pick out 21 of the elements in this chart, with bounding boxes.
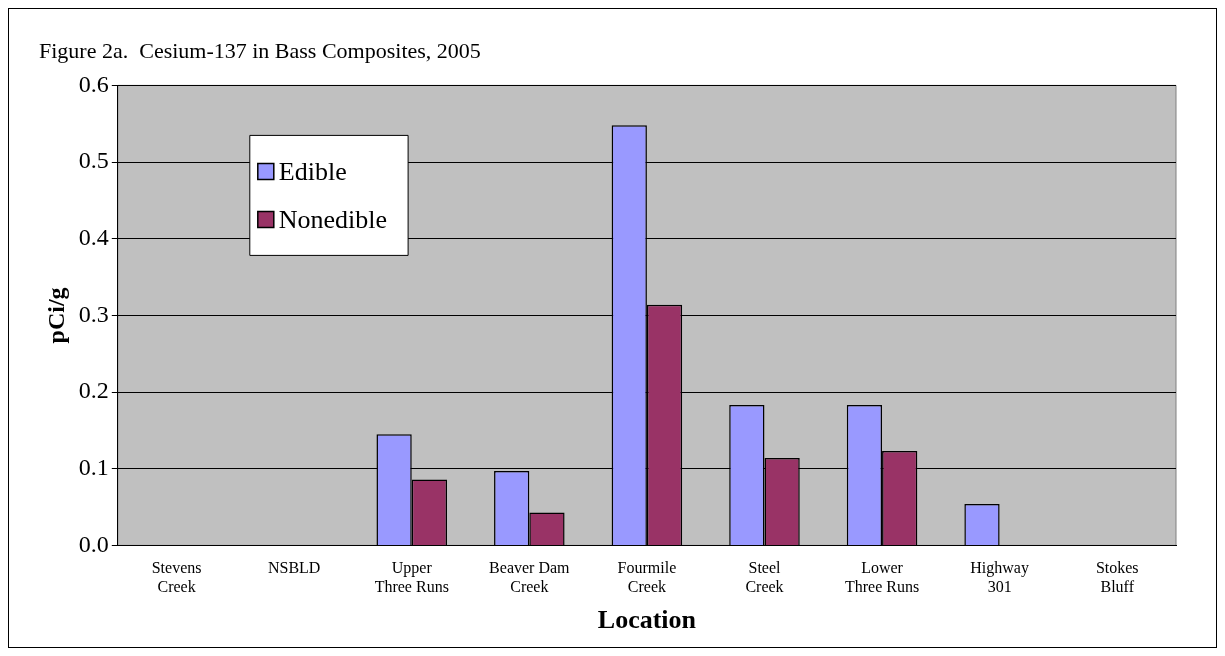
x-tick-label: Fourmile Creek (617, 559, 677, 596)
x-tick-label: Highway 301 (970, 559, 1029, 596)
x-tick-label: NSBLD (267, 559, 321, 577)
x-tick-label: Beaver Dam Creek (489, 559, 571, 596)
y-axis-title: pCi/g (42, 287, 69, 344)
x-tick-label: Upper Three Runs (374, 559, 449, 596)
legend-label: Edible (278, 157, 347, 187)
y-tick-label: 0.0 (78, 530, 109, 557)
y-tick-label: 0.1 (78, 454, 109, 481)
y-tick-label: 0.3 (78, 300, 109, 327)
x-tick-label: Steel Creek (745, 559, 784, 596)
legend-label: Nonedible (278, 205, 388, 235)
x-tick-label: Stokes Bluff (1095, 559, 1139, 596)
x-tick-label: Stevens Creek (151, 559, 202, 596)
x-tick-label: Lower Three Runs (844, 559, 920, 596)
chart-title: Figure 2a. Cesium-137 in Bass Composites, 2005 (39, 37, 481, 63)
y-tick-label: 0.4 (78, 224, 109, 251)
y-tick-label: 0.6 (78, 70, 109, 97)
x-axis-title: Location (597, 605, 697, 635)
y-tick-label: 0.5 (78, 147, 109, 174)
y-tick-label: 0.2 (78, 377, 109, 404)
